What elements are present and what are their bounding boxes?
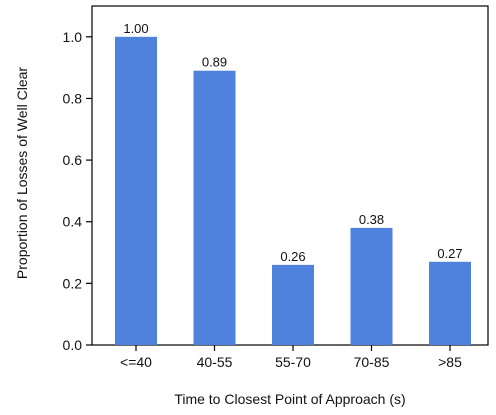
y-tick-label: 1.0 bbox=[63, 29, 83, 45]
data-label: 0.26 bbox=[280, 249, 305, 264]
data-label: 0.38 bbox=[359, 212, 384, 227]
bar bbox=[115, 36, 157, 346]
x-axis-title: Time to Closest Point of Approach (s) bbox=[174, 391, 405, 407]
x-tick-label: >85 bbox=[438, 354, 462, 370]
bar bbox=[429, 261, 471, 345]
y-tick-label: 0.8 bbox=[63, 90, 83, 106]
data-label: 0.89 bbox=[202, 55, 227, 70]
x-tick-label: 70-85 bbox=[354, 354, 390, 370]
y-tick-label: 0.6 bbox=[63, 152, 83, 168]
plot-area: 0.0 0.2 0.4 0.6 0.8 1.0 <=40 1.00 40-55 0.89 55-70… bbox=[63, 5, 489, 370]
bar bbox=[272, 264, 314, 345]
data-label: 0.27 bbox=[437, 246, 462, 261]
data-label: 1.00 bbox=[123, 21, 148, 36]
y-axis-title: Proportion of Losses of Well Clear bbox=[14, 67, 30, 280]
bar bbox=[350, 227, 393, 345]
x-tick-label: 55-70 bbox=[275, 354, 311, 370]
y-tick-label: 0.0 bbox=[63, 337, 83, 353]
x-tick-label: <=40 bbox=[120, 354, 152, 370]
y-tick-label: 0.4 bbox=[63, 214, 83, 230]
y-tick-label: 0.2 bbox=[63, 275, 83, 291]
x-tick-label: 40-55 bbox=[197, 354, 233, 370]
bar bbox=[193, 70, 236, 345]
